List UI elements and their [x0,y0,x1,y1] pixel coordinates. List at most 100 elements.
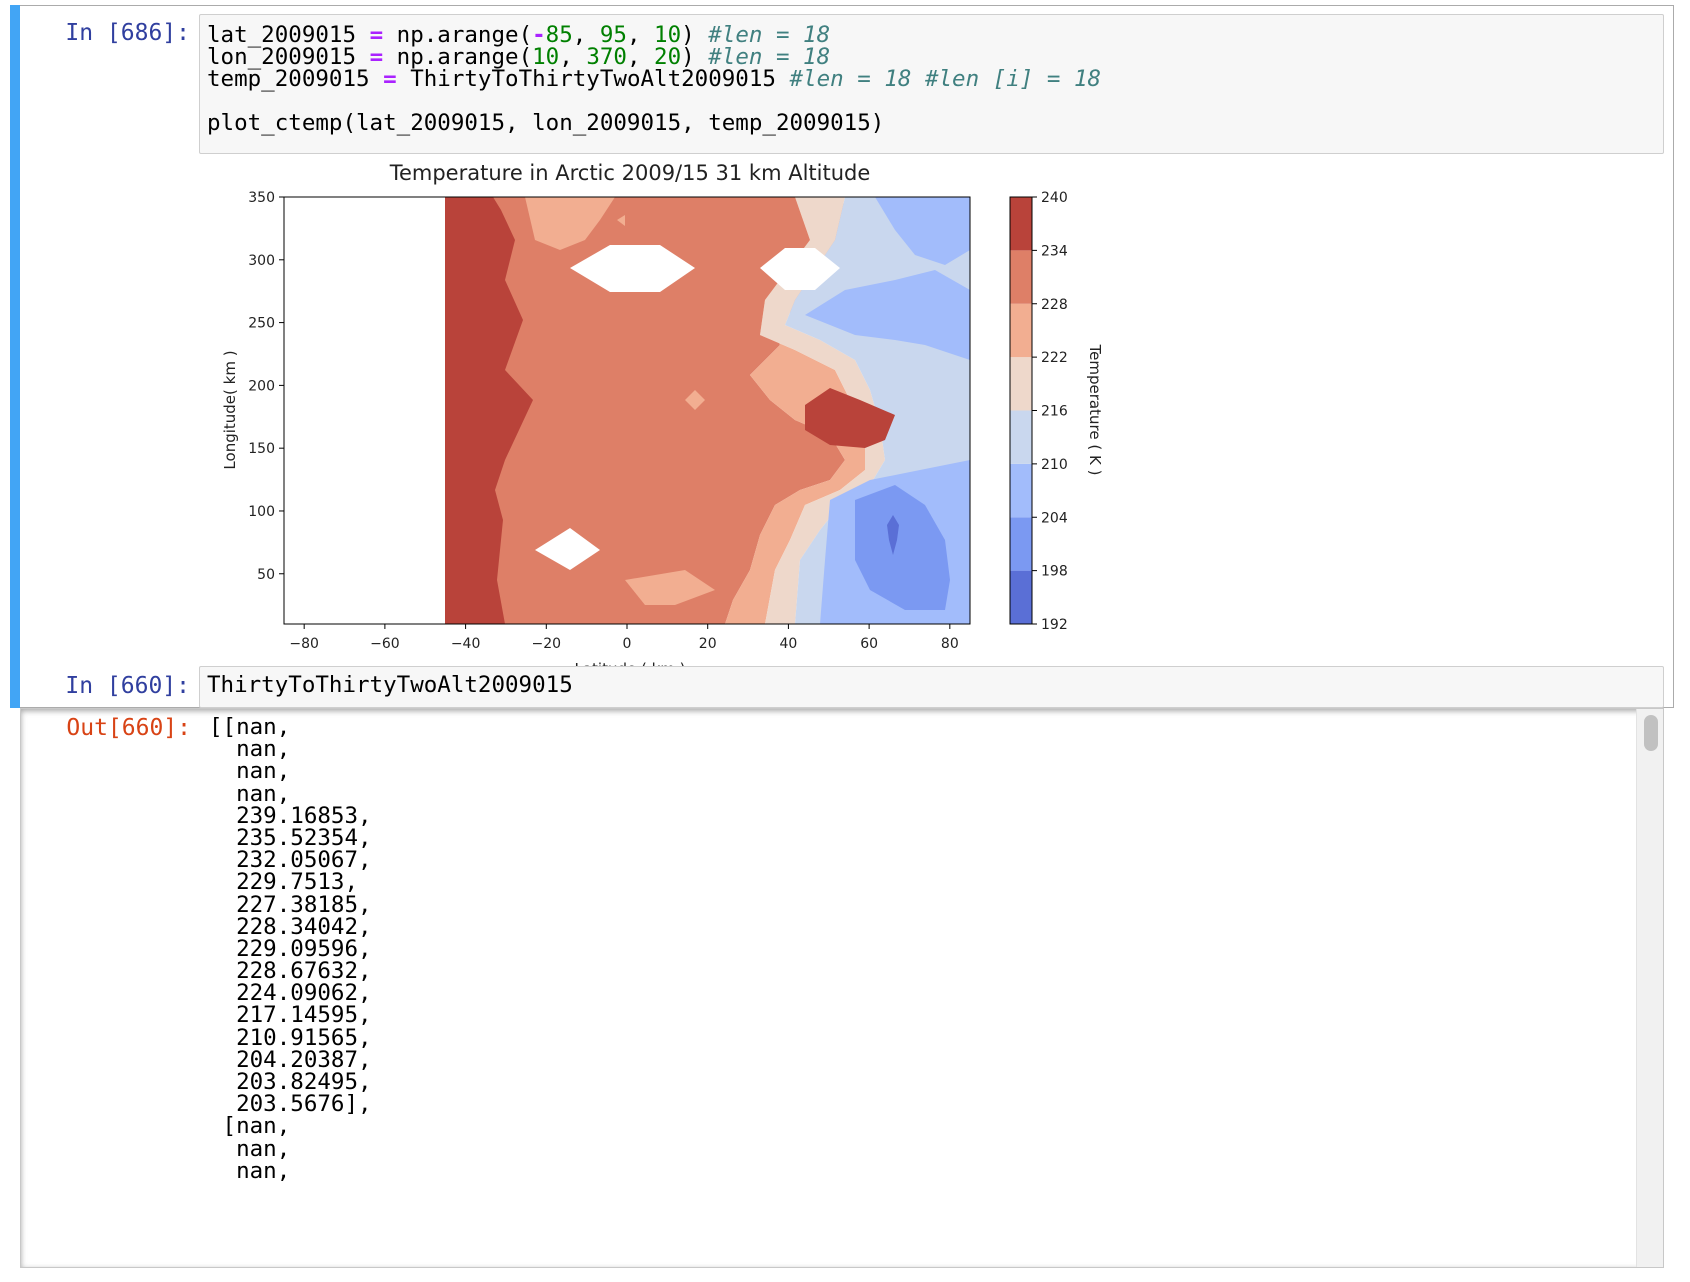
output-line: nan, [209,1135,291,1162]
y-tick-label: 250 [248,316,275,332]
code-token: - [532,22,546,48]
colorbar-tick-label: 192 [1041,617,1068,633]
code-token: , [626,44,655,70]
colorbar-tick-label: 216 [1041,404,1068,420]
output-line: 229.7513, [209,869,359,896]
output-line: nan, [209,780,291,807]
code-token: #len = 18 [708,22,831,48]
code-line: plot_ctemp(lat_2009015, lon_2009015, tem… [207,110,1656,136]
code-token: = [369,22,384,48]
output-line: 203.5676], [209,1091,372,1118]
contour-fill [284,197,970,624]
colorbar-band [1010,303,1032,358]
code-token: np.arange( [383,22,533,48]
output-line: 229.09596, [209,935,372,962]
output-line: 235.52354, [209,824,372,851]
y-tick-label: 100 [248,504,275,520]
y-tick-label: 150 [248,441,275,457]
y-tick-label: 50 [257,567,275,583]
x-tick-label: 80 [941,636,959,652]
contour-chart: Temperature in Arctic 2009/15 31 km Alti… [221,161,1104,678]
colorbar-band [1010,517,1032,571]
colorbar-band [1010,250,1032,304]
colorbar: 192 198 204 210 216 222 228 234 240 [1009,190,1068,633]
x-axis-ticks: −80 −60 −40 −20 0 20 40 60 80 [289,624,959,652]
code-token: , [626,22,655,48]
code-token: temp_2009015 [207,66,384,92]
output-scrollbar[interactable] [1636,709,1663,1267]
colorbar-tick-label: 228 [1041,297,1068,313]
output-line: 210.91565, [209,1024,372,1051]
x-tick-label: −40 [451,636,481,652]
code-input-area[interactable]: lat_2009015 = np.arange(-85, 95, 10) #le… [199,14,1664,154]
output-line: 232.05067, [209,847,372,874]
input-prompt-2: In [660]: [65,673,190,699]
code-line: temp_2009015 = ThirtyToThirtyTwoAlt20090… [207,66,1656,92]
output-line: nan, [209,736,291,763]
chart-title: Temperature in Arctic 2009/15 31 km Alti… [389,161,871,185]
output-line: [nan, [209,1113,291,1140]
code-token: = [369,44,384,70]
x-tick-label: −60 [370,636,400,652]
colorbar-tick-label: 198 [1041,564,1068,580]
code-input-area-2[interactable]: ThirtyToThirtyTwoAlt2009015 [199,666,1664,708]
output-line: 228.67632, [209,958,372,985]
code-token: ThirtyToThirtyTwoAlt2009015 [396,66,790,92]
y-axis-ticks: 50 100 150 200 250 300 350 [248,190,284,583]
scrollbar-thumb[interactable] [1644,715,1658,751]
output-line: 204.20387, [209,1046,372,1073]
output-scroll-area[interactable]: Out[660]: [[nan, nan, nan, nan, 239.1685… [20,708,1664,1268]
y-tick-label: 350 [248,190,275,206]
output-line: 217.14595, [209,1002,372,1029]
y-tick-label: 300 [248,253,275,269]
colorbar-tick-label: 234 [1041,243,1068,259]
colorbar-tick-label: 222 [1041,350,1068,366]
output-line: 224.09062, [209,980,372,1007]
cell-selection-bar [10,5,20,708]
output-line: nan, [209,758,291,785]
code-line [207,89,1656,111]
colorbar-band [1010,463,1032,518]
code-token: #len = 18 [708,44,831,70]
code-token: 20 [654,44,682,70]
code-token: 85 [545,22,573,48]
x-tick-label: 60 [860,636,878,652]
x-tick-label: 20 [699,636,717,652]
code-token: 10 [654,22,682,48]
code-token: = [383,66,397,92]
output-line: 228.34042, [209,913,372,940]
colorbar-band [1010,570,1032,624]
code-token: 370 [586,44,627,70]
code-token: ) [681,44,709,70]
colorbar-tick-label: 210 [1041,457,1068,473]
colorbar-band [1010,410,1032,464]
code-token: , [572,22,600,48]
code-token: lat_2009015 [207,22,370,48]
input-prompt: In [686]: [65,20,190,46]
code-token: plot_ctemp(lat_2009015, lon_2009015, tem… [207,110,885,136]
code-token: #len = 18 #len [i] = 18 [789,66,1102,92]
code-token: 95 [599,22,627,48]
code-token: ) [681,22,709,48]
y-tick-label: 200 [248,378,275,394]
plot-output: Temperature in Arctic 2009/15 31 km Alti… [205,160,1125,700]
colorbar-tick-label: 204 [1041,510,1068,526]
output-line: [[nan, [209,714,291,740]
output-line: 203.82495, [209,1069,372,1095]
code-token: lon_2009015 [207,44,370,70]
colorbar-tick-label: 240 [1041,190,1068,206]
x-tick-label: 0 [623,636,632,652]
colorbar-label: Temperature ( K ) [1086,344,1104,476]
output-line: 227.38185, [209,891,372,918]
x-tick-label: −20 [532,636,562,652]
y-axis-label: Longitude( km ) [221,350,239,469]
code-line: lat_2009015 = np.arange(-85, 95, 10) #le… [207,22,1656,48]
output-text: [[nan, nan, nan, nan, 239.16853, 235.523… [209,714,372,1183]
output-line: 239.16853, [209,802,372,829]
colorbar-band [1010,197,1032,251]
output-prompt: Out[660]: [66,715,191,741]
code-token: , [559,44,587,70]
code-token: 10 [532,44,560,70]
x-tick-label: −80 [289,636,319,652]
x-tick-label: 40 [779,636,797,652]
